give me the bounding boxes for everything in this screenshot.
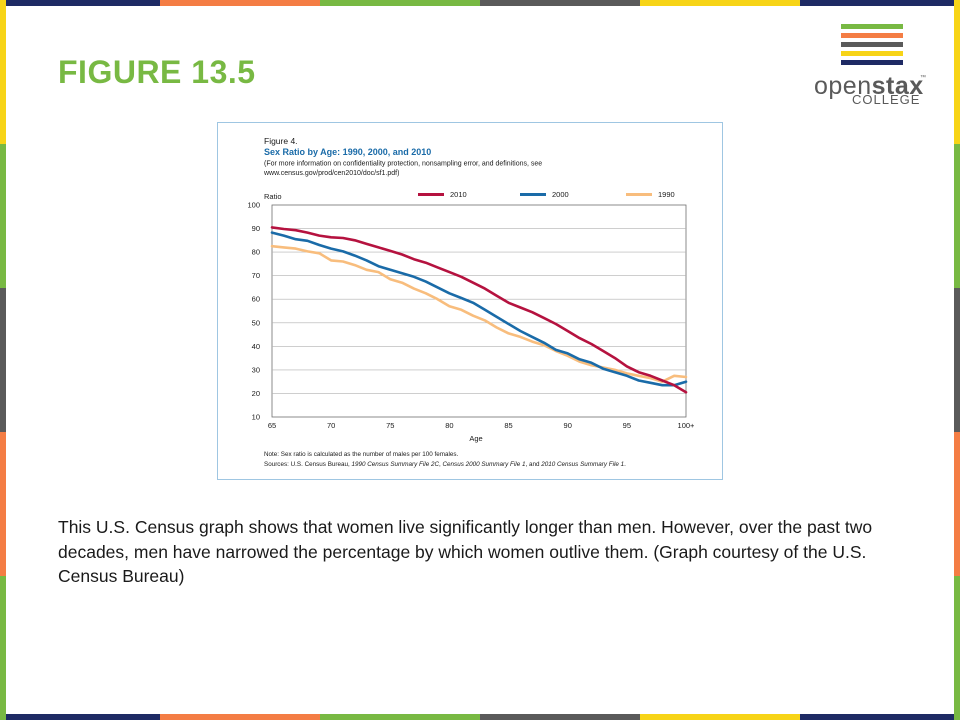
plot-area [271,204,687,418]
y-tick-label: 40 [252,342,260,351]
x-axis-ticks: 65 70 75 80 85 90 95 100+ [268,421,695,430]
chart-note: Note: Sex ratio is calculated as the num… [264,451,459,458]
chart-legend: 2010 2000 1990 [418,190,675,199]
bottom-border-segment [160,714,320,720]
logo-stripe [841,51,903,56]
left-border-segment [0,0,6,144]
legend-label-2010: 2010 [450,190,467,199]
legend-label-2000: 2000 [552,190,569,199]
bottom-border-bar [0,714,960,720]
logo-stripe [841,24,903,29]
series-line-1990 [270,244,688,384]
logo-text-main: open [814,72,872,100]
y-tick-label: 70 [252,271,260,280]
right-border-segment [954,0,960,144]
top-border-segment [0,0,160,6]
x-tick-label: 65 [268,421,276,430]
right-border-bar [954,0,960,720]
logo-stripe [841,42,903,47]
y-tick-label: 50 [252,318,260,327]
left-border-segment [0,144,6,288]
x-tick-label: 90 [564,421,572,430]
figure-caption: This U.S. Census graph shows that women … [58,517,873,586]
logo-stripe [841,33,903,38]
slide-title: FIGURE 13.5 [58,54,256,90]
bottom-border-segment [320,714,480,720]
source-separator-2: , and [525,461,541,468]
y-axis-ticks: 100 90 80 70 60 50 40 30 20 10 [247,201,260,422]
y-tick-label: 10 [252,413,260,422]
x-tick-label: 80 [445,421,453,430]
bottom-border-segment [0,714,160,720]
source-separator-1: , [439,461,443,468]
bottom-border-segment [640,714,800,720]
chart-series [270,226,688,394]
sex-ratio-chart: Figure 4. Sex Ratio by Age: 1990, 2000, … [247,136,695,468]
top-border-segment [640,0,800,6]
y-axis-label: Ratio [264,192,282,201]
sources-prefix: Sources: U.S. Census Bureau, [264,461,352,468]
y-tick-label: 90 [252,224,260,233]
y-tick-label: 30 [252,365,260,374]
x-tick-label: 100+ [678,421,696,430]
chart-title: Sex Ratio by Age: 1990, 2000, and 2010 [264,147,431,157]
chart-sources: Sources: U.S. Census Bureau, 1990 Census… [264,461,626,468]
left-border-segment [0,432,6,576]
top-border-bar [0,0,960,6]
series-line-2000 [270,231,688,387]
y-tick-label: 60 [252,295,260,304]
y-tick-label: 20 [252,389,260,398]
source-1990: 1990 Census Summary File 2C [352,461,440,468]
source-2010: 2010 Census Summary File 1 [540,461,624,468]
left-border-bar [0,0,6,720]
x-tick-label: 95 [623,421,631,430]
chart-grid [271,204,687,418]
right-border-segment [954,576,960,720]
x-tick-label: 85 [504,421,512,430]
bottom-border-segment [480,714,640,720]
top-border-segment [320,0,480,6]
logo-text-bold: stax [871,72,924,100]
source-2000: Census 2000 Summary File 1 [443,461,526,468]
figure-label: Figure 4. [264,136,298,146]
x-axis-label: Age [469,434,482,443]
y-tick-label: 80 [252,248,260,257]
legend-label-1990: 1990 [658,190,675,199]
openstax-logo: openstax ™ COLLEGE [814,24,934,108]
right-border-segment [954,432,960,576]
chart-subtitle-line2: www.census.gov/prod/cen2010/doc/sf1.pdf) [263,170,399,177]
left-border-segment [0,576,6,720]
right-border-segment [954,144,960,288]
x-tick-label: 75 [386,421,394,430]
right-border-segment [954,288,960,432]
left-border-segment [0,288,6,432]
x-tick-label: 70 [327,421,335,430]
logo-wordmark: openstax [814,72,924,101]
top-border-segment [160,0,320,6]
source-end: . [624,461,626,468]
logo-trademark: ™ [920,75,926,81]
series-line-2010 [270,226,688,394]
y-tick-label: 100 [247,201,260,210]
top-border-segment [800,0,960,6]
top-border-segment [480,0,640,6]
logo-subtitle: COLLEGE [852,92,921,107]
bottom-border-segment [800,714,960,720]
logo-stripe [841,60,903,65]
chart-subtitle-line1: (For more information on confidentiality… [264,161,542,168]
census-figure: Figure 4. Sex Ratio by Age: 1990, 2000, … [217,122,723,480]
